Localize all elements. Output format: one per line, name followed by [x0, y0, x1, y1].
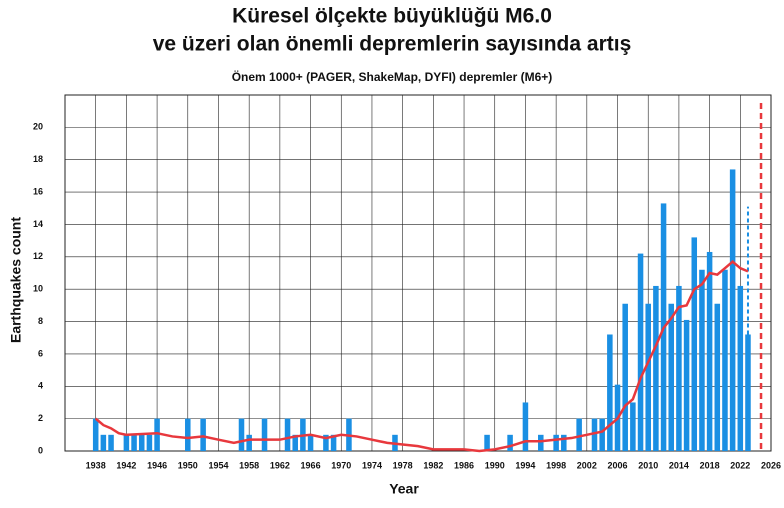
- bar: [745, 334, 751, 451]
- y-tick-label: 6: [38, 348, 43, 358]
- x-tick-label: 2002: [577, 460, 597, 470]
- bar: [699, 269, 705, 451]
- bar: [729, 169, 736, 451]
- y-tick-label: 16: [33, 186, 43, 196]
- bar: [131, 434, 137, 451]
- bar: [507, 434, 513, 451]
- bar: [630, 402, 636, 451]
- x-tick-label: 1970: [331, 460, 351, 470]
- bar: [714, 303, 721, 451]
- x-tick-label: 1946: [147, 460, 167, 470]
- x-tick-label: 2022: [730, 460, 750, 470]
- bar: [637, 253, 644, 451]
- y-tick-label: 18: [33, 154, 43, 164]
- bar: [323, 434, 329, 451]
- bar: [261, 418, 268, 451]
- bar: [553, 434, 559, 451]
- bar: [200, 418, 206, 451]
- bar: [108, 434, 114, 451]
- bar: [737, 285, 744, 451]
- y-tick-label: 14: [33, 219, 43, 229]
- x-tick-label: 1938: [86, 460, 106, 470]
- x-axis-label: Year: [389, 481, 419, 497]
- chart-subtitle: Önem 1000+ (PAGER, ShakeMap, DYFI) depre…: [232, 69, 553, 84]
- trend-line: [94, 260, 749, 453]
- x-tick-label: 1974: [362, 460, 382, 470]
- x-tick-label: 1942: [116, 460, 136, 470]
- x-tick-label: 2014: [669, 460, 689, 470]
- x-tick-label: 1954: [208, 460, 228, 470]
- bar: [330, 434, 337, 451]
- x-tick-label: 1978: [393, 460, 413, 470]
- x-tick-label: 1962: [270, 460, 290, 470]
- y-tick-label: 0: [38, 445, 43, 455]
- bar: [284, 418, 291, 451]
- chart-title: ve üzeri olan önemli depremlerin sayısın…: [153, 33, 632, 56]
- x-tick-label: 1994: [515, 460, 535, 470]
- bar: [676, 285, 682, 451]
- bar: [100, 434, 107, 451]
- y-tick-label: 2: [38, 413, 43, 423]
- bar: [92, 418, 99, 451]
- bar: [653, 285, 659, 451]
- bar: [591, 418, 598, 451]
- bar: [307, 434, 314, 451]
- bar: [706, 251, 713, 451]
- y-tick-label: 10: [33, 284, 43, 294]
- y-axis-label: Earthquakes count: [8, 217, 24, 343]
- y-tick-label: 20: [33, 122, 43, 132]
- bar: [576, 418, 582, 451]
- x-tick-label: 1950: [178, 460, 198, 470]
- bar: [146, 434, 153, 451]
- bar: [722, 269, 728, 451]
- y-tick-label: 4: [38, 381, 43, 391]
- x-tick-label: 2006: [608, 460, 628, 470]
- bar: [123, 434, 130, 451]
- x-tick-label: 1966: [301, 460, 321, 470]
- bar: [668, 303, 675, 451]
- bar: [246, 434, 252, 451]
- bar: [154, 418, 160, 451]
- bar: [607, 334, 613, 451]
- bar: [645, 303, 651, 451]
- bar: [622, 303, 628, 451]
- chart-title: Küresel ölçekte büyüklüğü M6.0: [232, 5, 552, 28]
- bar: [238, 418, 245, 451]
- y-tick-label: 8: [38, 316, 43, 326]
- x-tick-label: 1982: [423, 460, 443, 470]
- bar: [484, 434, 490, 451]
- x-tick-label: 2010: [638, 460, 658, 470]
- bar: [522, 402, 529, 451]
- x-tick-label: 2018: [700, 460, 720, 470]
- x-tick-label: 2026: [761, 460, 781, 470]
- x-tick-label: 1990: [485, 460, 505, 470]
- bar: [599, 418, 605, 451]
- bar: [292, 434, 298, 451]
- x-tick-label: 1958: [239, 460, 259, 470]
- bar: [538, 434, 544, 451]
- x-tick-label: 1998: [546, 460, 566, 470]
- bar: [561, 434, 567, 451]
- bar: [185, 418, 191, 451]
- bar: [691, 237, 698, 451]
- y-tick-label: 12: [33, 251, 43, 261]
- bar: [138, 434, 145, 451]
- x-tick-label: 1986: [454, 460, 474, 470]
- bar: [683, 319, 690, 451]
